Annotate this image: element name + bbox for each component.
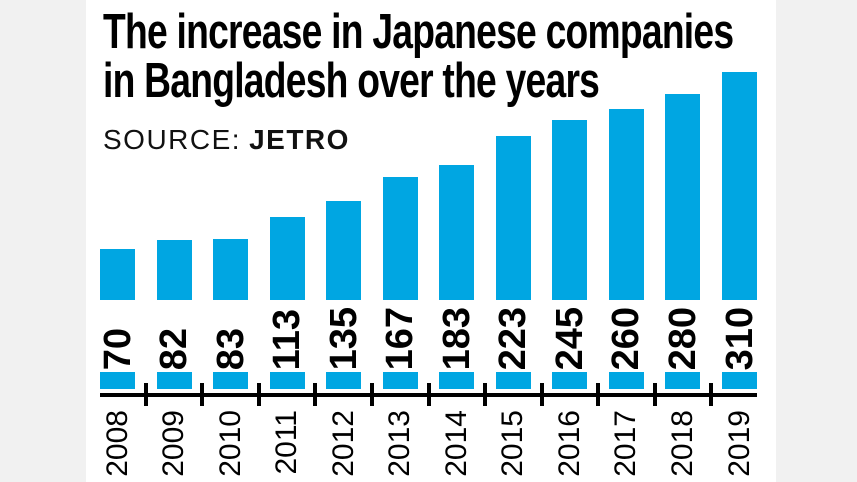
bar-value-label: 260 bbox=[605, 306, 648, 370]
chart-title-line1: The increase in Japanese companies bbox=[103, 5, 734, 59]
bar-value-label: 245 bbox=[548, 306, 591, 370]
bar-base-strip-2018 bbox=[665, 372, 701, 389]
bar-base-strip-2017 bbox=[608, 372, 644, 389]
bar-column-2011: 113 2011 bbox=[266, 0, 309, 482]
bar-column-2017: 260 2017 bbox=[605, 0, 648, 482]
bar-base-strip-2010 bbox=[213, 372, 249, 389]
axis-category-label: 2008 bbox=[100, 410, 134, 477]
bar-base-strip-2013 bbox=[382, 372, 418, 389]
axis-tick bbox=[596, 383, 601, 406]
bar-value-label: 223 bbox=[492, 306, 535, 370]
bar-base-strip-2012 bbox=[326, 372, 362, 389]
axis-category-label: 2010 bbox=[213, 410, 247, 477]
bar-2015 bbox=[495, 136, 531, 300]
axis-category-label: 2017 bbox=[609, 410, 643, 477]
chart-title: The increase in Japanese companies in Ba… bbox=[103, 5, 734, 108]
source-value: JETRO bbox=[249, 124, 350, 155]
axis-category-label: 2018 bbox=[665, 410, 699, 477]
bar-column-2018: 280 2018 bbox=[661, 0, 704, 482]
chart-title-line2: in Bangladesh over the years bbox=[103, 54, 600, 108]
axis-tick bbox=[426, 383, 431, 406]
bar-2008 bbox=[100, 249, 135, 300]
source-line: SOURCE: JETRO bbox=[103, 124, 350, 156]
bar-value-label: 82 bbox=[153, 327, 196, 370]
axis-category-label: 2009 bbox=[157, 410, 191, 477]
bar-base-strip-2015 bbox=[495, 372, 531, 389]
axis-category-label: 2015 bbox=[496, 410, 530, 477]
axis-tick bbox=[652, 383, 657, 406]
bar-2014 bbox=[439, 165, 475, 300]
infographic-card: The increase in Japanese companies in Ba… bbox=[86, 0, 776, 482]
bar-2013 bbox=[382, 177, 418, 300]
bar-column-2008: 70 2008 bbox=[96, 0, 139, 482]
axis-category-label: 2019 bbox=[722, 410, 756, 477]
axis-category-label: 2016 bbox=[552, 410, 586, 477]
bar-base-strip-2008 bbox=[100, 372, 135, 389]
bar-2012 bbox=[326, 201, 362, 300]
bar-2017 bbox=[608, 109, 644, 300]
axis-category-label: 2013 bbox=[383, 410, 417, 477]
axis-tick bbox=[256, 383, 261, 406]
axis-category-label: 2012 bbox=[326, 410, 360, 477]
bar-2011 bbox=[269, 217, 305, 300]
source-label: SOURCE: bbox=[103, 124, 242, 155]
bar-base-strip-2019 bbox=[722, 372, 757, 389]
bar-column-2016: 245 2016 bbox=[548, 0, 591, 482]
bar-value-label: 135 bbox=[322, 306, 365, 370]
bar-value-label: 167 bbox=[379, 306, 422, 370]
axis-tick bbox=[143, 383, 148, 406]
bar-column-2010: 83 2010 bbox=[209, 0, 252, 482]
bar-value-label: 83 bbox=[209, 327, 252, 370]
bar-base-strip-2011 bbox=[269, 372, 305, 389]
bar-column-2015: 223 2015 bbox=[492, 0, 535, 482]
bar-value-label: 310 bbox=[718, 306, 761, 370]
axis-tick bbox=[483, 383, 488, 406]
bar-value-label: 113 bbox=[266, 308, 309, 370]
axis-tick bbox=[709, 383, 714, 406]
axis-tick bbox=[369, 383, 374, 406]
axis-category-label: 2011 bbox=[270, 410, 304, 475]
bar-base-strip-2009 bbox=[156, 372, 192, 389]
bar-value-label: 280 bbox=[661, 306, 704, 370]
axis-tick bbox=[200, 383, 205, 406]
bar-2009 bbox=[156, 240, 192, 300]
bar-column-2019: 310 2019 bbox=[718, 0, 761, 482]
bar-2010 bbox=[213, 239, 249, 300]
bar-base-strip-2014 bbox=[439, 372, 475, 389]
axis-tick bbox=[539, 383, 544, 406]
axis-category-label: 2014 bbox=[439, 410, 473, 477]
bar-chart: 70 2008 82 2009 83 2010 113 2011 135 2012 167 2013 1… bbox=[96, 0, 761, 482]
bar-value-label: 183 bbox=[435, 306, 478, 370]
bar-value-label: 70 bbox=[96, 327, 139, 370]
bar-column-2009: 82 2009 bbox=[153, 0, 196, 482]
axis-tick bbox=[313, 383, 318, 406]
bar-base-strip-2016 bbox=[552, 372, 588, 389]
bar-2016 bbox=[552, 120, 588, 300]
bar-column-2012: 135 2012 bbox=[322, 0, 365, 482]
bar-2019 bbox=[722, 72, 757, 300]
bar-column-2014: 183 2014 bbox=[435, 0, 478, 482]
bar-column-2013: 167 2013 bbox=[379, 0, 422, 482]
bar-2018 bbox=[665, 94, 701, 300]
